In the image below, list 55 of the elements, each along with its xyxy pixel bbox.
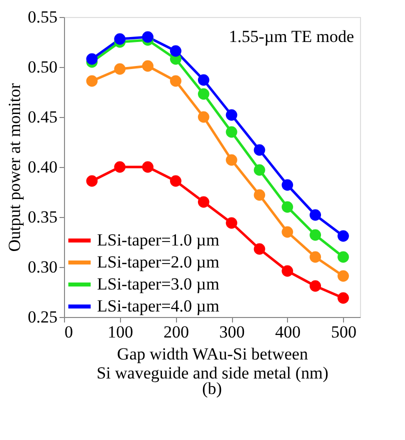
- y-tick-label: 0.35: [28, 208, 58, 226]
- x-tick-label: 400: [275, 322, 301, 342]
- point: [226, 217, 238, 229]
- x-tick-label: 0: [64, 322, 73, 342]
- point: [254, 243, 266, 255]
- point: [86, 175, 98, 187]
- point: [170, 75, 182, 87]
- y-tick-label: 0.55: [28, 8, 58, 26]
- point: [254, 189, 266, 201]
- y-tick-label: 0.25: [28, 308, 58, 326]
- legend-label: LSi-taper=3.0 µm: [97, 274, 220, 294]
- point: [198, 88, 210, 100]
- point: [254, 144, 266, 156]
- x-tick-label: 200: [163, 322, 189, 342]
- point: [310, 229, 322, 241]
- y-tick-label: 0.50: [28, 58, 58, 76]
- point: [198, 74, 210, 86]
- point: [86, 53, 98, 65]
- y-tick-label: 0.30: [28, 258, 58, 276]
- legend-label: LSi-taper=1.0 µm: [97, 230, 220, 250]
- point: [282, 179, 294, 191]
- point: [86, 75, 98, 87]
- point: [170, 45, 182, 57]
- y-tick-label: 0.45: [28, 108, 58, 126]
- point: [142, 31, 154, 43]
- y-axis-title: Output power at monitor: [4, 82, 24, 252]
- x-tick-label: 300: [219, 322, 245, 342]
- point: [198, 111, 210, 123]
- point: [282, 201, 294, 213]
- point: [114, 63, 126, 75]
- point: [142, 60, 154, 72]
- point: [338, 270, 349, 282]
- legend-label: LSi-taper=4.0 µm: [97, 296, 220, 316]
- y-tick-label: 0.40: [28, 158, 58, 176]
- point: [226, 154, 238, 166]
- point: [338, 292, 349, 304]
- point: [254, 164, 266, 176]
- point: [114, 33, 126, 45]
- point: [310, 209, 322, 221]
- point: [310, 251, 322, 263]
- point: [282, 265, 294, 277]
- point: [142, 161, 154, 173]
- x-tick-label: 100: [108, 322, 134, 342]
- x-tick-label: 500: [330, 322, 356, 342]
- point: [310, 280, 322, 292]
- annotation: 1.55-µm TE mode: [228, 27, 354, 46]
- point: [170, 175, 182, 187]
- point: [226, 126, 238, 138]
- point: [282, 226, 294, 238]
- point: [338, 251, 349, 263]
- point: [198, 196, 210, 208]
- legend-label: LSi-taper=2.0 µm: [97, 252, 220, 272]
- point: [226, 109, 238, 121]
- point: [338, 230, 349, 242]
- point: [114, 161, 126, 173]
